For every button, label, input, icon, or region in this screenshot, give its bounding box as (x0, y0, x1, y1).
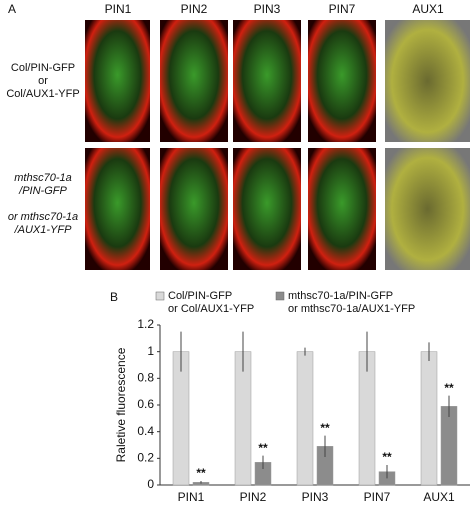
bar (296, 351, 314, 486)
micrograph (233, 20, 301, 142)
significance-label: ** (196, 466, 206, 480)
panel-label: B (110, 290, 118, 304)
micrograph (385, 148, 470, 270)
significance-label: ** (258, 441, 268, 455)
y-tick-label: 1 (147, 344, 154, 358)
micrographs (85, 20, 470, 270)
legend-swatch (155, 291, 165, 301)
row-label: mthsc70-1a /PIN-GFP or mthsc70-1a /AUX1-… (7, 172, 79, 236)
column-label: PIN1 (105, 2, 132, 16)
x-tick-label: AUX1 (423, 490, 455, 504)
significance-label: ** (320, 421, 330, 435)
bar (420, 351, 438, 486)
micrograph (85, 20, 150, 142)
micrograph (385, 20, 470, 142)
y-axis-label: Raletive fluorescence (114, 347, 128, 462)
x-tick-label: PIN3 (302, 490, 329, 504)
row-label: Col/PIN-GFP or Col/AUX1-YFP (6, 62, 80, 100)
y-tick-label: 0.8 (137, 371, 154, 385)
y-tick-label: 0.4 (137, 424, 154, 438)
legend-label: Col/PIN-GFP or Col/AUX1-YFP (168, 290, 255, 315)
micrograph (160, 20, 228, 142)
panel-label: A (8, 2, 16, 16)
x-tick-label: PIN2 (240, 490, 267, 504)
bar (440, 406, 458, 486)
y-tick-label: 1.2 (137, 317, 154, 331)
y-tick-label: 0.6 (137, 397, 154, 411)
micrograph (160, 148, 228, 270)
significance-label: ** (444, 381, 454, 395)
x-tick-label: PIN1 (178, 490, 205, 504)
x-tick-label: PIN7 (364, 490, 391, 504)
column-label: PIN3 (254, 2, 281, 16)
column-label: AUX1 (412, 2, 444, 16)
legend-label: mthsc70-1a/PIN-GFP or mthsc70-1a/AUX1-YF… (288, 290, 416, 315)
column-label: PIN2 (181, 2, 208, 16)
y-tick-label: 0.2 (137, 451, 154, 465)
micrograph (233, 148, 301, 270)
column-label: PIN7 (329, 2, 356, 16)
micrograph (85, 148, 150, 270)
significance-label: ** (382, 450, 392, 464)
micrograph (308, 148, 376, 270)
legend-swatch (275, 291, 285, 301)
micrograph (308, 20, 376, 142)
y-tick-label: 0 (147, 477, 154, 491)
